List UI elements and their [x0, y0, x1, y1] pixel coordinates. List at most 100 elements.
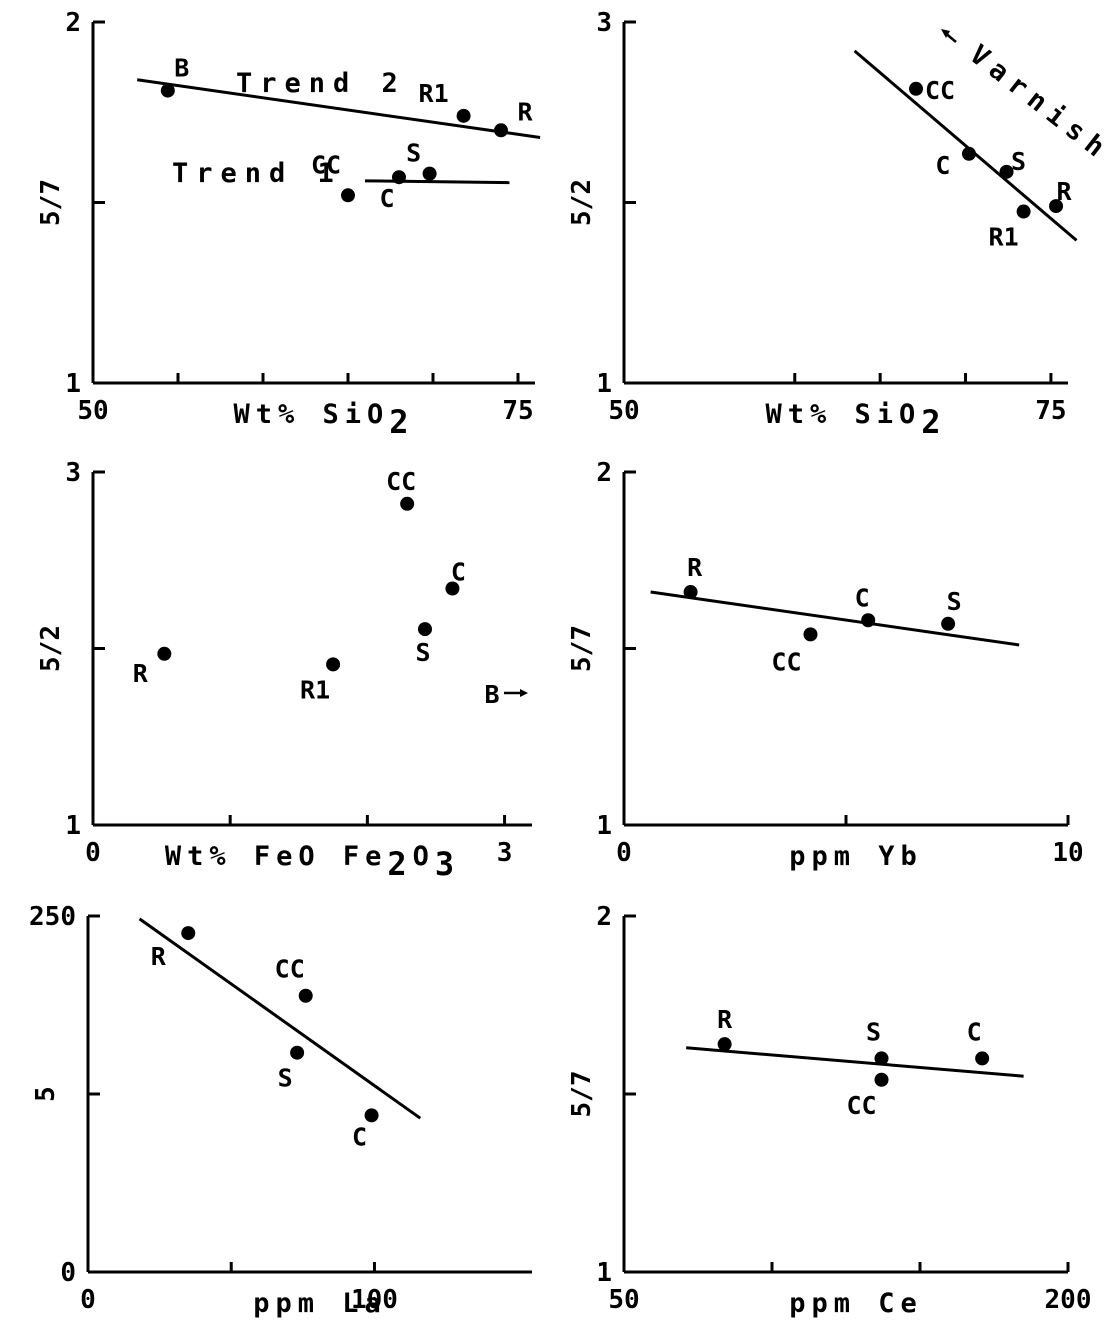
data-point-s	[290, 1045, 305, 1060]
point-label-cc: CC	[925, 76, 955, 105]
trend-line-1	[136, 78, 541, 140]
data-point-c	[975, 1051, 990, 1066]
data-point-cc	[874, 1072, 889, 1087]
point-label-cc: CC	[846, 1091, 876, 1120]
data-point-c	[445, 581, 460, 596]
y-tick-label: 2	[596, 902, 612, 932]
data-point-r1	[326, 657, 341, 672]
trend-line-1	[138, 917, 422, 1120]
y-tick-label: 3	[596, 8, 612, 38]
data-point-r1	[1016, 204, 1031, 219]
trend-line-1	[650, 590, 1020, 647]
y-tick-label: 1	[596, 369, 612, 399]
point-label-r: R	[517, 97, 533, 126]
data-point-r	[683, 585, 698, 600]
x-tick-label: 75	[1035, 396, 1066, 426]
point-label-s: S	[406, 139, 421, 168]
point-label-c: C	[855, 583, 870, 612]
data-point-cc	[400, 496, 415, 511]
y-tick-label: 3	[65, 458, 81, 488]
point-label-cc: CC	[275, 955, 305, 984]
point-label-r: R	[151, 942, 167, 971]
point-label-b: B	[174, 54, 189, 83]
point-label-cc: CC	[386, 467, 416, 496]
x-axis-title: ppm Yb	[789, 841, 923, 872]
data-point-c	[861, 613, 876, 628]
point-label-cc: CC	[771, 647, 801, 676]
y-tick-label: 1	[596, 811, 612, 841]
y-tick-label: 2	[596, 458, 612, 488]
point-label-c: C	[935, 151, 950, 180]
data-point-r	[181, 926, 196, 941]
data-point-cc	[909, 81, 924, 96]
data-point-r1	[456, 108, 471, 123]
data-point-cc	[803, 627, 818, 642]
x-tick-label: 100	[351, 1285, 398, 1315]
point-label-c: C	[352, 1122, 367, 1151]
y-tick-label: 250	[29, 902, 76, 932]
x-tick-label: 3	[497, 838, 513, 868]
x-axis-title: Wt% FeO Fe2O3	[165, 841, 460, 883]
data-point-s	[941, 616, 956, 631]
data-point-r	[717, 1037, 732, 1052]
trend-line-2	[364, 179, 510, 185]
x-tick-label: 50	[77, 396, 108, 426]
y-tick-label: 1	[65, 369, 81, 399]
trend-line-1	[853, 49, 1078, 242]
x-tick-label: 75	[502, 396, 533, 426]
y-tick-label: 1	[65, 811, 81, 841]
point-label-r1: R1	[989, 223, 1019, 252]
x-axis-title: Wt% SiO2	[233, 399, 414, 441]
y-axis-title: 5/7	[567, 1071, 597, 1118]
varnish-arrow-head	[941, 29, 950, 38]
point-label-s: S	[278, 1064, 293, 1093]
b-arrow-head	[520, 689, 528, 697]
y-tick-label: 1	[596, 1258, 612, 1288]
y-axis-title: 5/7	[36, 179, 66, 226]
point-label-s: S	[947, 587, 962, 616]
x-tick-label: 200	[1045, 1285, 1092, 1315]
x-tick-label: 0	[80, 1285, 96, 1315]
data-point-r	[1049, 199, 1064, 214]
annotation-trend-1: Trend 1	[172, 158, 342, 189]
trend-line-1	[686, 1046, 1024, 1078]
point-label-s: S	[415, 638, 430, 667]
y-axis-title: 5/2	[567, 179, 597, 226]
x-tick-label: 50	[608, 1285, 639, 1315]
data-point-b	[160, 83, 175, 98]
point-label-r: R	[717, 1005, 733, 1034]
data-point-c	[364, 1108, 379, 1123]
x-axis-title: ppm Ce	[789, 1288, 923, 1319]
y-axis-title: 5	[31, 1086, 61, 1102]
data-point-c	[961, 146, 976, 161]
point-label-r: R	[687, 553, 703, 582]
data-point-c	[392, 170, 406, 185]
x-axis-title: ppm La	[253, 1288, 387, 1319]
point-label-c: C	[967, 1017, 982, 1046]
annotation-varnish-text: Varnish	[964, 39, 1110, 168]
data-point-cc	[298, 988, 313, 1003]
data-point-s	[874, 1051, 889, 1066]
data-point-s	[422, 166, 437, 181]
y-tick-label: 2	[65, 8, 81, 38]
x-axis-title: Wt% SiO2	[765, 399, 946, 441]
point-label-c: C	[379, 184, 394, 213]
point-label-r1: R1	[300, 675, 330, 704]
data-point-r	[494, 123, 508, 138]
data-point-r	[157, 646, 172, 661]
point-label-s: S	[1011, 147, 1026, 176]
point-label-r: R	[1057, 177, 1073, 206]
data-point-cc	[341, 188, 355, 203]
x-tick-label: 10	[1052, 838, 1083, 868]
data-point-s	[417, 622, 432, 637]
point-label-cc: CC	[311, 150, 341, 179]
x-tick-label: 50	[608, 396, 639, 426]
data-point-s	[999, 164, 1014, 179]
x-tick-label: 0	[85, 838, 101, 868]
x-tick-label: 0	[616, 838, 632, 868]
y-tick-label: 0	[60, 1258, 76, 1288]
